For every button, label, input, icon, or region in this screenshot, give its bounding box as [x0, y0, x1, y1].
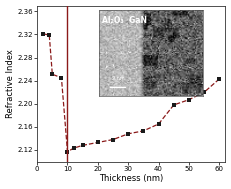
Y-axis label: Refractive Index: Refractive Index: [6, 49, 15, 118]
X-axis label: Thickness (nm): Thickness (nm): [99, 174, 163, 184]
